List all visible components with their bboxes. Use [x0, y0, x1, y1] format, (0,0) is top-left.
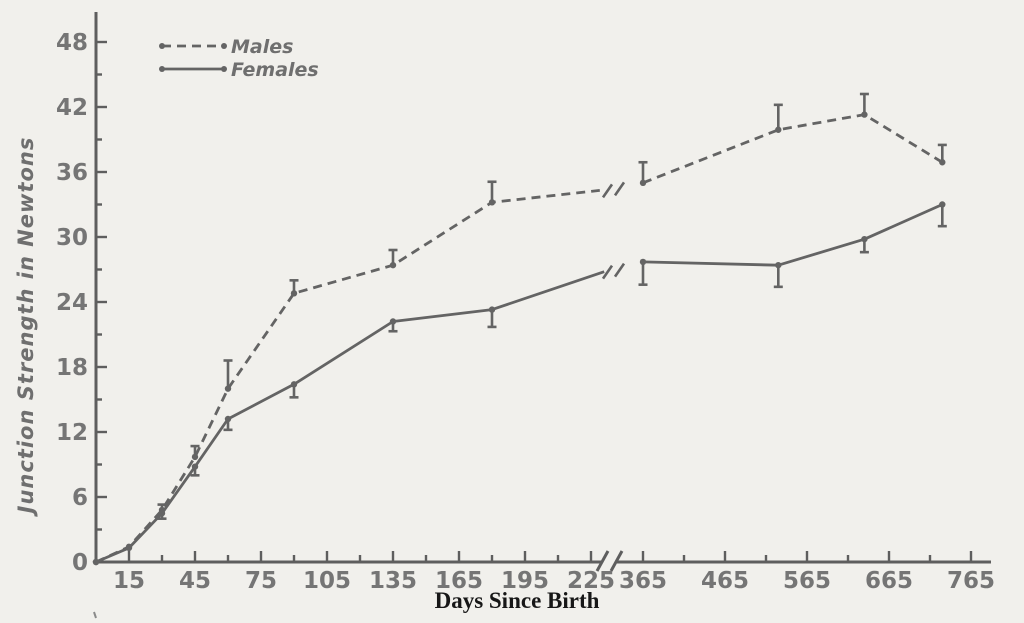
scan-artifact-mark	[93, 611, 97, 619]
data-point	[125, 544, 133, 552]
males-curve-break-slash	[601, 183, 614, 199]
y-tick-label: 30	[56, 225, 88, 251]
females-curve-break-slash	[601, 264, 614, 280]
data-point	[939, 159, 946, 166]
data-point	[488, 306, 496, 313]
males-line-marker-icon	[221, 43, 227, 49]
legend-item-males: Males	[159, 36, 293, 58]
x-tick-label: 105	[303, 568, 351, 594]
x-tick-label: 75	[245, 568, 277, 594]
data-point	[191, 453, 199, 461]
data-point	[861, 111, 868, 118]
legend-label-males: Males	[231, 36, 293, 58]
data-point	[92, 558, 100, 566]
series-females	[92, 201, 947, 566]
females-curve-break-slash	[613, 262, 626, 278]
data-point	[290, 290, 298, 297]
y-axis-title: Junction Strength in Newtons	[14, 137, 38, 518]
x-tick-label: 225	[567, 568, 615, 594]
males-curve-break-slash	[613, 181, 626, 197]
legend-label-females: Females	[231, 59, 319, 81]
x-axis-break-slash	[595, 550, 610, 572]
y-tick-label: 42	[56, 95, 88, 121]
data-point	[224, 385, 232, 392]
x-axis-title: Days Since Birth	[435, 588, 600, 613]
x-tick-label: 565	[783, 568, 831, 594]
series-males	[92, 92, 947, 566]
data-point	[639, 258, 647, 266]
data-point	[939, 201, 946, 208]
y-tick-label: 12	[56, 420, 88, 446]
y-ticks	[96, 40, 107, 564]
data-point	[775, 261, 782, 269]
x-tick-label: 135	[369, 568, 417, 594]
females-line-segment	[642, 203, 943, 267]
y-tick-label: 18	[56, 355, 88, 381]
data-point	[861, 235, 868, 243]
data-point	[488, 199, 496, 206]
data-point	[389, 261, 397, 269]
data-point	[639, 179, 647, 187]
data-point	[775, 126, 782, 133]
x-tick-labels: 15 45 75 105 135 165 195 225 365 465 565 665 765	[113, 568, 995, 594]
data-point	[224, 415, 232, 423]
females-line-marker-icon	[221, 66, 227, 72]
males-line-segment	[642, 113, 944, 185]
plot-layer: 0 6 12 18 24 30 36 42 48 15 45 75 105 135 165 195 225 365…	[56, 12, 995, 594]
data-point	[191, 463, 199, 470]
y-tick-label: 6	[72, 485, 88, 511]
y-tick-label: 36	[56, 160, 88, 186]
x-tick-label: 195	[501, 568, 549, 594]
females-line-segment	[95, 270, 605, 564]
data-point	[158, 510, 166, 517]
y-tick-label: 0	[72, 550, 88, 576]
y-tick-labels: 0 6 12 18 24 30 36 42 48	[56, 30, 88, 576]
x-tick-label: 765	[947, 568, 995, 594]
x-axis-break-slash	[609, 550, 624, 572]
x-ticks	[127, 551, 973, 562]
x-tick-label: 365	[619, 568, 667, 594]
axes	[94, 12, 991, 572]
y-tick-label: 24	[56, 290, 88, 316]
x-tick-label: 15	[113, 568, 145, 594]
x-tick-label: 45	[179, 568, 211, 594]
x-tick-label: 465	[701, 568, 749, 594]
data-point	[290, 381, 298, 388]
y-tick-label: 48	[56, 30, 88, 56]
legend: Males Females	[159, 36, 319, 81]
data-point	[389, 318, 397, 325]
males-line-segment	[95, 189, 600, 564]
x-tick-label: 165	[435, 568, 483, 594]
x-tick-label: 665	[865, 568, 913, 594]
legend-item-females: Females	[159, 59, 319, 81]
